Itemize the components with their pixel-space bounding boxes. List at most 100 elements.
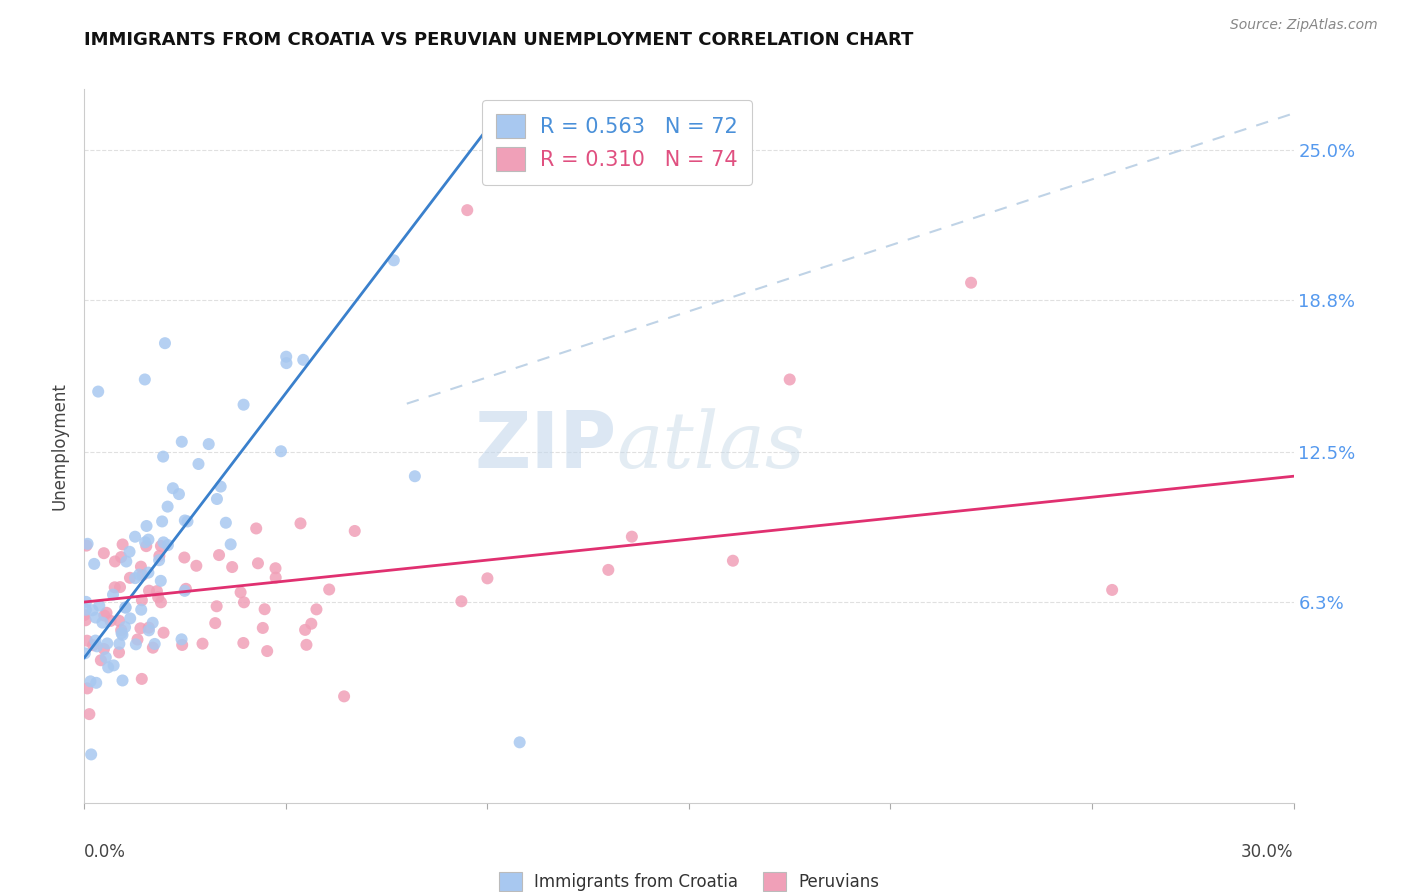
Point — [134, 372, 156, 386]
Point — [150, 515, 173, 529]
Point — [333, 690, 356, 704]
Point — [246, 556, 269, 570]
Point — [620, 530, 643, 544]
Text: ZIP: ZIP — [474, 408, 616, 484]
Point — [111, 537, 134, 551]
Point — [127, 632, 149, 647]
Point — [135, 539, 157, 553]
Point — [404, 469, 426, 483]
Point — [343, 524, 366, 538]
Point — [721, 554, 744, 568]
Point — [76, 681, 98, 696]
Point — [124, 571, 146, 585]
Point — [129, 603, 152, 617]
Point — [80, 747, 103, 762]
Point — [93, 642, 115, 657]
Point — [187, 457, 209, 471]
Point — [86, 640, 108, 654]
Point — [170, 632, 193, 647]
Point — [110, 550, 132, 565]
Point — [93, 546, 115, 560]
Point — [173, 583, 195, 598]
Point — [276, 356, 298, 370]
Point — [205, 599, 228, 614]
Point — [79, 707, 101, 722]
Point — [110, 626, 132, 640]
Point — [156, 500, 179, 514]
Point — [75, 595, 97, 609]
Text: IMMIGRANTS FROM CROATIA VS PERUVIAN UNEMPLOYMENT CORRELATION CHART: IMMIGRANTS FROM CROATIA VS PERUVIAN UNEM… — [84, 31, 914, 49]
Point — [83, 557, 105, 571]
Point — [75, 613, 97, 627]
Point — [276, 350, 298, 364]
Point — [142, 640, 165, 655]
Point — [173, 514, 195, 528]
Point — [108, 580, 131, 594]
Point — [174, 582, 197, 596]
Point — [245, 521, 267, 535]
Point — [131, 593, 153, 607]
Point — [103, 658, 125, 673]
Point — [138, 533, 160, 547]
Point — [82, 638, 104, 652]
Point — [89, 599, 111, 613]
Point — [131, 568, 153, 582]
Point — [73, 608, 96, 623]
Point — [509, 735, 531, 749]
Point — [221, 560, 243, 574]
Point — [135, 519, 157, 533]
Point — [125, 637, 148, 651]
Point — [219, 537, 242, 551]
Point — [233, 595, 256, 609]
Point — [84, 633, 107, 648]
Point — [101, 588, 124, 602]
Point — [104, 554, 127, 568]
Text: 30.0%: 30.0% — [1241, 843, 1294, 861]
Point — [176, 515, 198, 529]
Point — [253, 602, 276, 616]
Point — [318, 582, 340, 597]
Point — [76, 633, 98, 648]
Point — [215, 516, 238, 530]
Point — [111, 628, 134, 642]
Text: Source: ZipAtlas.com: Source: ZipAtlas.com — [1230, 18, 1378, 32]
Point — [162, 481, 184, 495]
Point — [1101, 582, 1123, 597]
Point — [256, 644, 278, 658]
Point — [295, 638, 318, 652]
Point — [294, 623, 316, 637]
Point — [152, 450, 174, 464]
Point — [170, 434, 193, 449]
Point — [149, 574, 172, 588]
Point — [152, 625, 174, 640]
Point — [270, 444, 292, 458]
Point — [108, 637, 131, 651]
Point — [129, 559, 152, 574]
Point — [299, 616, 322, 631]
Point — [118, 571, 141, 585]
Point — [75, 603, 97, 617]
Y-axis label: Unemployment: Unemployment — [51, 382, 69, 510]
Point — [186, 558, 208, 573]
Point — [82, 603, 104, 617]
Point — [209, 479, 232, 493]
Legend: Immigrants from Croatia, Peruvians: Immigrants from Croatia, Peruvians — [492, 865, 886, 892]
Point — [91, 615, 114, 630]
Point — [134, 535, 156, 549]
Point — [149, 595, 172, 609]
Point — [232, 636, 254, 650]
Point — [115, 554, 138, 568]
Point — [172, 638, 194, 652]
Point — [191, 637, 214, 651]
Point — [118, 545, 141, 559]
Point — [208, 548, 231, 562]
Point — [232, 398, 254, 412]
Point — [252, 621, 274, 635]
Point — [138, 621, 160, 635]
Point — [477, 571, 499, 585]
Point — [149, 539, 172, 553]
Point — [96, 606, 118, 620]
Point — [204, 616, 226, 631]
Point — [142, 615, 165, 630]
Point — [156, 538, 179, 552]
